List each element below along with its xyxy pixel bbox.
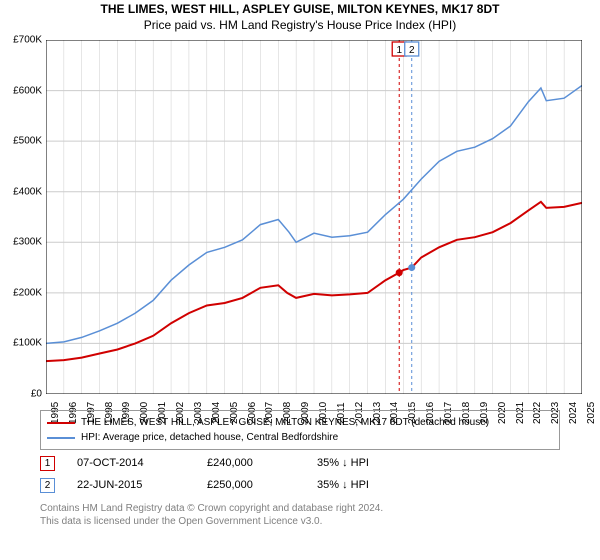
- sale-date-1: 07-OCT-2014: [77, 457, 207, 469]
- legend-item-property: THE LIMES, WEST HILL, ASPLEY GUISE, MILT…: [47, 415, 553, 430]
- sale-row-1: 1 07-OCT-2014 £240,000 35% ↓ HPI: [40, 452, 417, 474]
- sale-row-2: 2 22-JUN-2015 £250,000 35% ↓ HPI: [40, 474, 417, 496]
- sale-date-2: 22-JUN-2015: [77, 479, 207, 491]
- price-chart: 12: [46, 40, 582, 394]
- legend-swatch-property: [47, 422, 75, 424]
- footer-line2: This data is licensed under the Open Gov…: [40, 515, 383, 528]
- footer-attribution: Contains HM Land Registry data © Crown c…: [40, 502, 383, 528]
- title-block: THE LIMES, WEST HILL, ASPLEY GUISE, MILT…: [0, 0, 600, 32]
- legend: THE LIMES, WEST HILL, ASPLEY GUISE, MILT…: [40, 410, 560, 450]
- legend-label-hpi: HPI: Average price, detached house, Cent…: [81, 432, 338, 443]
- sale-delta-2: 35% ↓ HPI: [317, 479, 417, 491]
- svg-text:1: 1: [396, 45, 402, 56]
- sale-badge-1: 1: [40, 456, 55, 471]
- legend-item-hpi: HPI: Average price, detached house, Cent…: [47, 430, 553, 445]
- sale-price-1: £240,000: [207, 457, 317, 469]
- footer-line1: Contains HM Land Registry data © Crown c…: [40, 502, 383, 515]
- sale-price-2: £250,000: [207, 479, 317, 491]
- svg-text:2: 2: [409, 45, 415, 56]
- chart-subtitle: Price paid vs. HM Land Registry's House …: [0, 18, 600, 32]
- sale-markers-table: 1 07-OCT-2014 £240,000 35% ↓ HPI 2 22-JU…: [40, 452, 417, 496]
- legend-label-property: THE LIMES, WEST HILL, ASPLEY GUISE, MILT…: [81, 417, 489, 428]
- chart-title-address: THE LIMES, WEST HILL, ASPLEY GUISE, MILT…: [0, 2, 600, 16]
- legend-swatch-hpi: [47, 437, 75, 439]
- sale-delta-1: 35% ↓ HPI: [317, 457, 417, 469]
- sale-badge-2: 2: [40, 478, 55, 493]
